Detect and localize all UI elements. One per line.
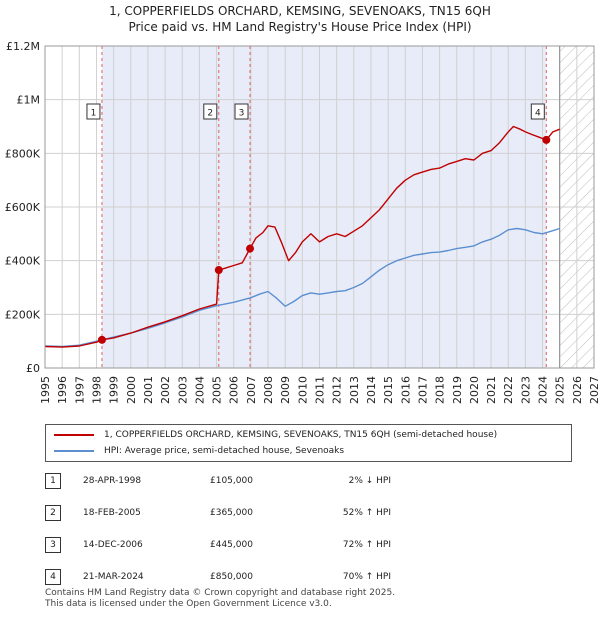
sale-point (246, 244, 255, 253)
x-tick-label: 2014 (365, 376, 378, 404)
x-tick-label: 2001 (142, 376, 155, 404)
legend: 1, COPPERFIELDS ORCHARD, KEMSING, SEVENO… (45, 424, 572, 462)
transaction-number: 1 (45, 473, 61, 489)
x-tick-label: 2000 (125, 376, 138, 404)
transaction-date: 21-MAR-2024 (83, 572, 144, 582)
y-tick-label: £1.2M (6, 40, 40, 53)
x-tick-label: 2019 (451, 376, 464, 404)
transaction-hpi-diff: 52% ↑ HPI (342, 508, 391, 518)
transaction-number: 4 (45, 569, 61, 585)
x-tick-label: 2023 (519, 376, 532, 404)
y-tick-label: £800K (5, 147, 41, 160)
transaction-price: £850,000 (210, 572, 253, 582)
legend-swatch-property (54, 433, 94, 436)
x-tick-label: 2006 (228, 376, 241, 404)
x-tick-label: 2021 (485, 376, 498, 404)
table-row: 4 21-MAR-2024 £850,000 70% ↑ HPI (45, 569, 570, 585)
footer-copyright: Contains HM Land Registry data © Crown c… (45, 588, 396, 598)
x-tick-label: 2010 (296, 376, 309, 404)
y-tick-label: £400K (5, 255, 41, 268)
legend-item-hpi: HPI: Average price, semi-detached house,… (54, 444, 344, 458)
hpi-line (44, 227, 560, 348)
x-tick-label: 2002 (159, 376, 172, 404)
sale-marker-box (234, 103, 249, 120)
transaction-number: 2 (45, 505, 61, 521)
x-tick-label: 1999 (108, 376, 121, 404)
x-tick-label: 2018 (434, 376, 447, 404)
price-chart: 1 2 3 4 £0 £200K £400K £600K £800K £1M £1.2M 1995 19… (5, 40, 600, 404)
sale-point (97, 335, 106, 344)
x-tick-label: 2020 (468, 376, 481, 404)
chart-title: 1, COPPERFIELDS ORCHARD, KEMSING, SEVENO… (109, 4, 491, 18)
transaction-date: 18-FEB-2005 (83, 508, 141, 518)
legend-item-property: 1, COPPERFIELDS ORCHARD, KEMSING, SEVENO… (54, 428, 497, 442)
x-tick-label: 2022 (502, 376, 515, 404)
transaction-hpi-diff: 72% ↑ HPI (342, 540, 391, 550)
transaction-hpi-diff: 2% ↓ HPI (348, 476, 391, 486)
sale-marker-box (86, 103, 101, 120)
transaction-number: 3 (45, 537, 61, 553)
plot-frame (44, 45, 595, 369)
x-tick-label: 1998 (90, 376, 103, 404)
sale-marker-box (203, 103, 218, 120)
x-tick-label: 2003 (176, 376, 189, 404)
x-tick-label: 2027 (588, 376, 600, 404)
x-tick-label: 2011 (314, 376, 327, 404)
table-row: 2 18-FEB-2005 £365,000 52% ↑ HPI (45, 505, 570, 521)
y-tick-label: £600K (5, 201, 41, 214)
footer-licence: This data is licensed under the Open Gov… (45, 599, 332, 609)
sale-point (542, 135, 551, 144)
sale-marker-label: 3 (239, 109, 245, 119)
transaction-price: £105,000 (210, 476, 253, 486)
x-tick-label: 2009 (279, 376, 292, 404)
sale-marker-label: 4 (535, 109, 541, 119)
table-row: 3 14-DEC-2006 £445,000 72% ↑ HPI (45, 537, 570, 553)
sale-marker-box (530, 103, 545, 120)
sale-marker-label: 2 (207, 109, 213, 119)
x-tick-label: 2017 (416, 376, 429, 404)
legend-swatch-hpi (54, 449, 94, 452)
sale-marker-label: 1 (91, 109, 97, 119)
x-tick-label: 2015 (382, 376, 395, 404)
footer: Contains HM Land Registry data © Crown c… (45, 588, 395, 610)
x-tick-label: 1996 (56, 376, 69, 404)
x-tick-label: 2007 (245, 376, 258, 404)
x-tick-label: 2024 (537, 376, 550, 404)
x-tick-label: 2026 (571, 376, 584, 404)
x-tick-label: 2025 (554, 376, 567, 404)
sale-point (214, 266, 223, 275)
transaction-hpi-diff: 70% ↑ HPI (342, 572, 391, 582)
x-tick-label: 2013 (348, 376, 361, 404)
x-tick-label: 1995 (39, 376, 52, 404)
x-tick-label: 2005 (211, 376, 224, 404)
transaction-date: 28-APR-1998 (83, 476, 142, 486)
y-tick-label: £200K (5, 308, 41, 321)
chart-subtitle: Price paid vs. HM Land Registry's House … (128, 20, 472, 34)
transaction-date: 14-DEC-2006 (83, 540, 143, 550)
x-tick-label: 2016 (399, 376, 412, 404)
x-tick-label: 1997 (73, 376, 86, 404)
transaction-price: £445,000 (210, 540, 253, 550)
x-tick-label: 2004 (193, 376, 206, 404)
table-row: 1 28-APR-1998 £105,000 2% ↓ HPI (45, 473, 570, 489)
legend-label-property: 1, COPPERFIELDS ORCHARD, KEMSING, SEVENO… (104, 430, 498, 440)
transaction-price: £365,000 (210, 508, 253, 518)
y-tick-label: £1M (17, 94, 41, 107)
x-tick-label: 2008 (262, 376, 275, 404)
x-tick-label: 2012 (331, 376, 344, 404)
legend-label-hpi: HPI: Average price, semi-detached house,… (104, 446, 345, 456)
property-price-line (44, 125, 560, 348)
y-tick-label: £0 (26, 362, 40, 375)
